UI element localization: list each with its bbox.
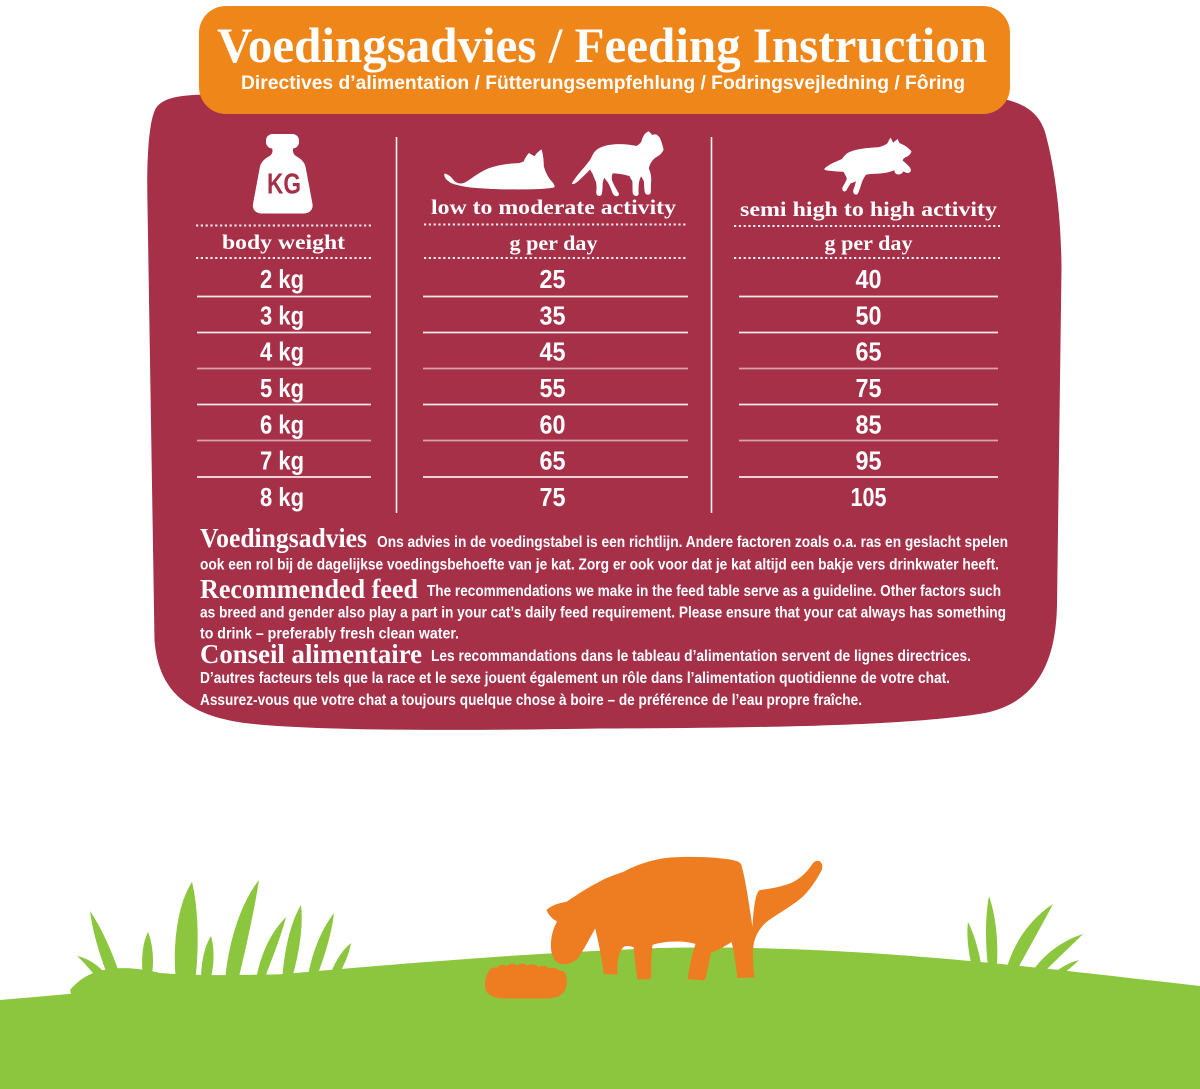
svg-text:60: 60 [540,410,566,440]
svg-text:Ons advies in de voedingstabel: Ons advies in de voedingstabel is een ri… [377,534,1008,551]
svg-text:105: 105 [851,482,887,512]
svg-text:7 kg: 7 kg [260,446,304,476]
svg-text:65: 65 [540,446,566,476]
svg-text:45: 45 [540,337,566,367]
svg-text:Voedingsadvies: Voedingsadvies [200,523,367,553]
svg-text:D’autres facteurs tels que la: D’autres facteurs tels que la race et le… [200,670,950,687]
svg-text:ook een rol bij de dagelijkse: ook een rol bij de dagelijkse voedingsbe… [200,557,999,574]
svg-text:65: 65 [856,337,882,367]
svg-text:75: 75 [856,373,882,403]
svg-text:Voedingsadvies / Feeding Instr: Voedingsadvies / Feeding Instruction [217,17,987,73]
svg-text:as breed and gender also play: as breed and gender also play a part in … [200,605,1006,622]
svg-text:Assurez-vous que votre chat a: Assurez-vous que votre chat a toujours q… [200,692,862,709]
svg-text:95: 95 [856,446,882,476]
svg-text:75: 75 [540,482,566,512]
svg-text:body weight: body weight [222,230,345,254]
svg-text:Les recommandations dans le ta: Les recommandations dans le tableau d’al… [431,648,971,665]
svg-text:5 kg: 5 kg [260,373,304,403]
svg-text:40: 40 [856,264,882,294]
svg-text:4 kg: 4 kg [260,337,304,367]
svg-text:g per day: g per day [510,231,599,255]
svg-text:50: 50 [856,301,882,331]
svg-text:Conseil alimentaire: Conseil alimentaire [200,639,422,669]
svg-text:85: 85 [856,410,882,440]
svg-text:semi high to high activity: semi high to high activity [740,197,998,221]
svg-text:8 kg: 8 kg [260,482,304,512]
svg-text:low to moderate activity: low to moderate activity [431,195,677,219]
svg-text:Recommended feed: Recommended feed [200,574,418,604]
svg-text:35: 35 [540,301,566,331]
svg-text:25: 25 [540,264,566,294]
svg-text:55: 55 [540,373,566,403]
svg-text:Directives d’alimentation / Fü: Directives d’alimentation / Fütterungsem… [241,72,965,94]
svg-text:KG: KG [267,169,301,201]
svg-text:g per day: g per day [825,231,914,255]
svg-text:6 kg: 6 kg [260,410,304,440]
svg-text:to drink – preferably fresh cl: to drink – preferably fresh clean water. [200,626,459,643]
svg-text:2 kg: 2 kg [260,264,304,294]
svg-text:3 kg: 3 kg [260,301,304,331]
svg-text:The recommendations we make in: The recommendations we make in the feed … [427,583,1001,600]
